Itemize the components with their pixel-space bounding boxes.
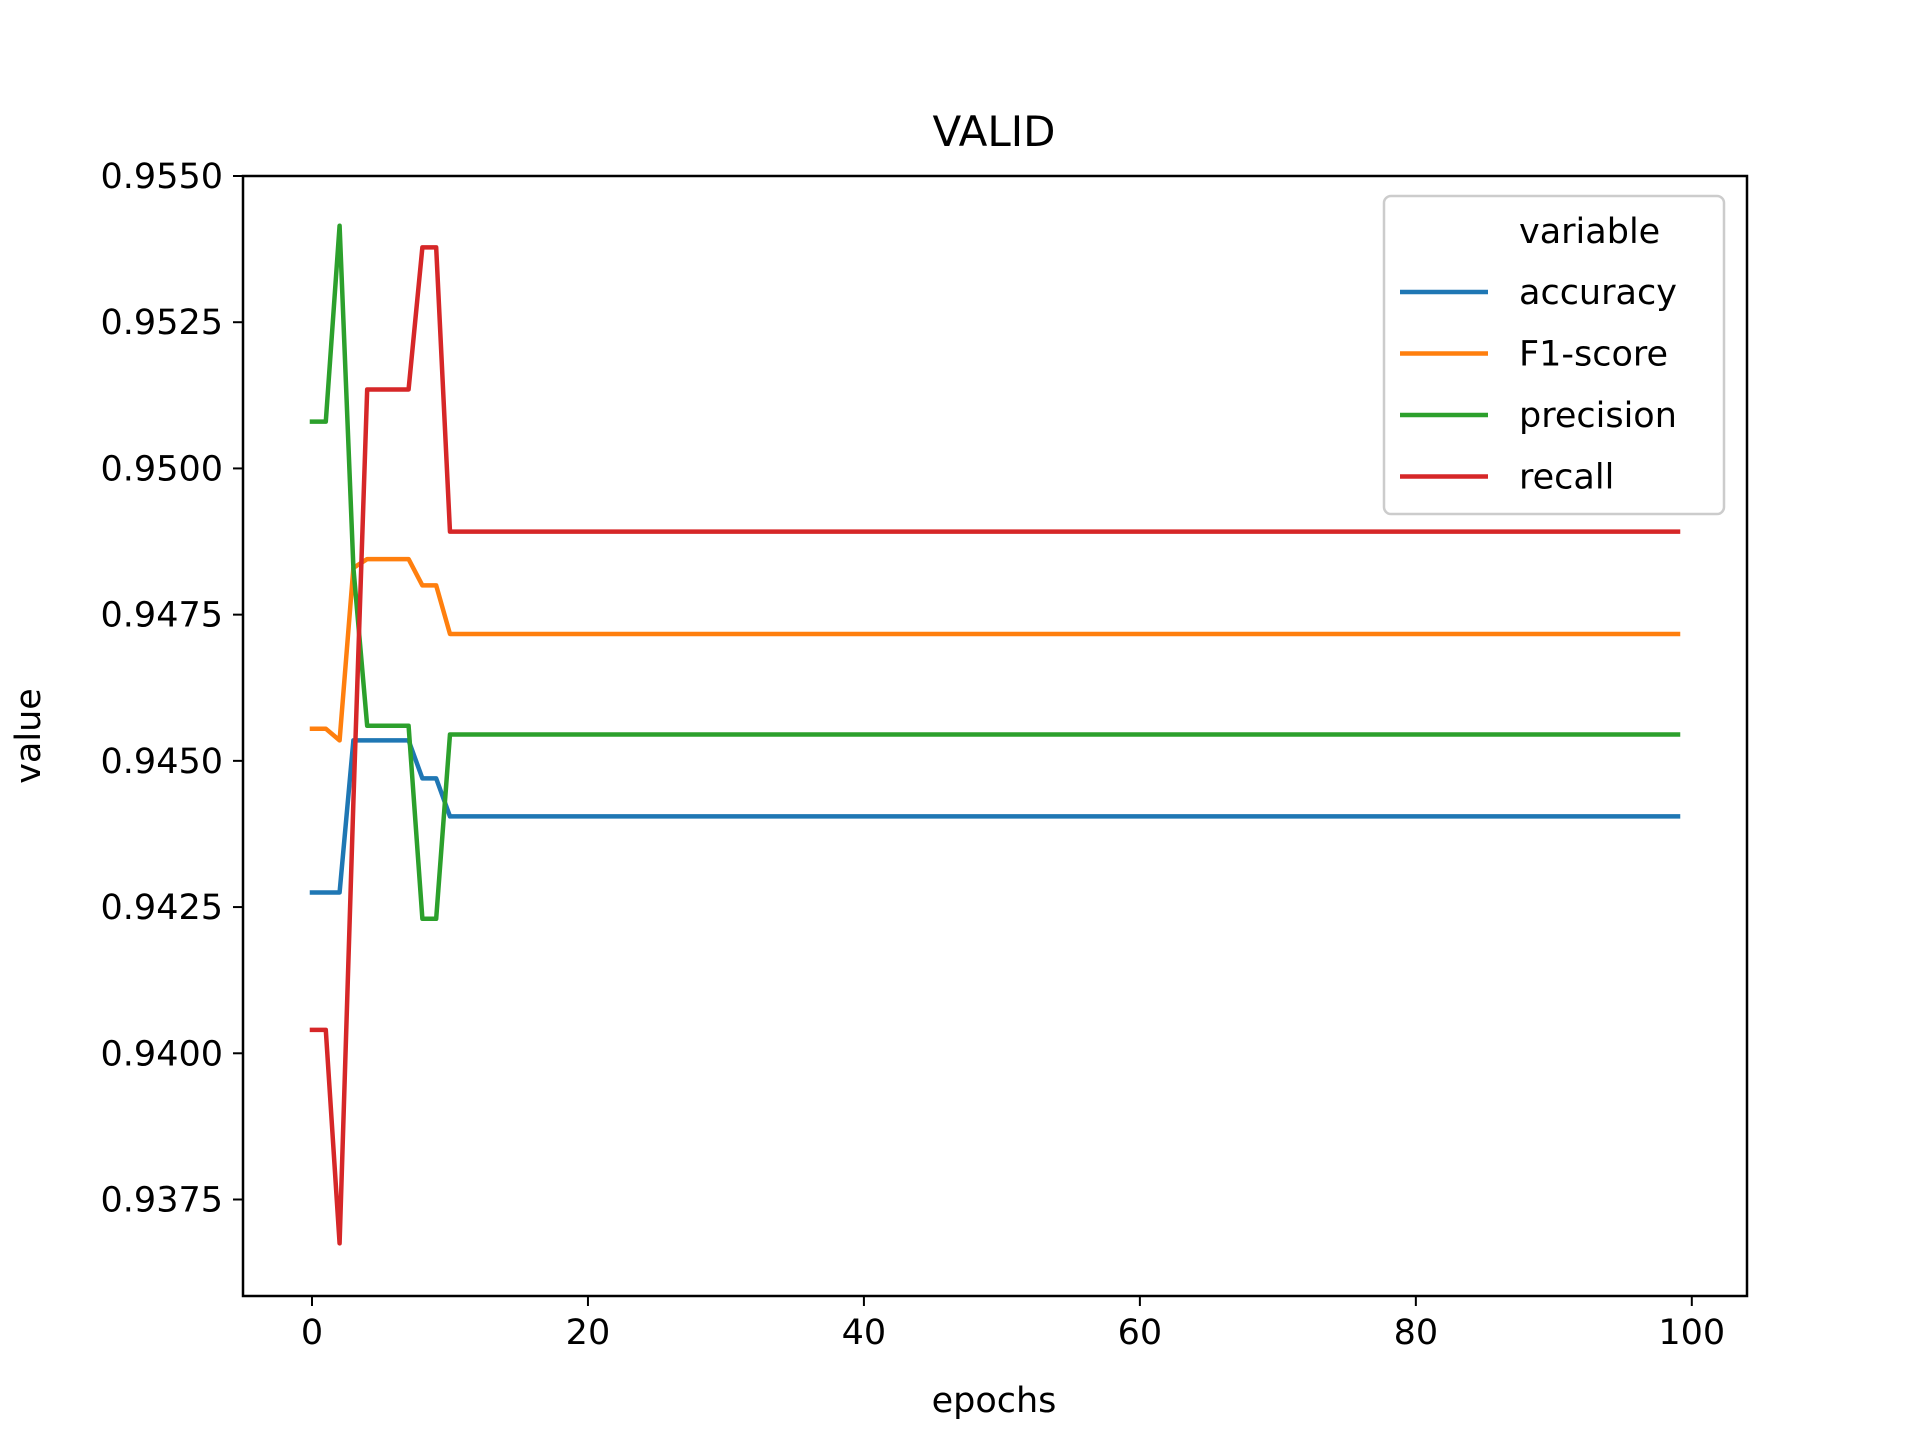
y-axis-label: value [9,688,49,784]
chart-title: VALID [933,107,1056,156]
x-tick-label: 80 [1394,1313,1439,1353]
x-axis: 0 20 40 60 80 100 [301,1296,1725,1353]
x-tick-label: 100 [1658,1313,1725,1353]
legend-frame [1382,194,1726,516]
legend-label-recall: recall [1519,458,1614,498]
y-tick-label: 0.9375 [101,1180,223,1220]
y-tick-label: 0.9500 [101,449,223,489]
legend-title: variable [1519,212,1660,252]
y-axis: 0.9375 0.9400 0.9425 0.9450 0.9475 0.9500 0.95… [101,157,243,1220]
y-tick-label: 0.9525 [101,303,223,343]
plot-lines [309,223,1681,1246]
x-tick-label: 60 [1118,1313,1163,1353]
series-line-precision [309,223,1681,922]
legend-label-f1-score: F1-score [1519,335,1668,375]
series-line-recall [309,245,1681,1246]
x-axis-label: epochs [932,1381,1057,1421]
y-tick-label: 0.9550 [101,157,223,197]
legend-entries: accuracy F1-score precision recall [1400,273,1677,498]
y-tick-label: 0.9425 [101,888,223,928]
x-tick-label: 20 [566,1313,611,1353]
y-tick-label: 0.9450 [101,742,223,782]
series-line-accuracy [309,738,1681,895]
legend: variable accuracy F1-score precision recall [1382,194,1726,516]
legend-label-accuracy: accuracy [1519,273,1677,313]
y-tick-label: 0.9400 [101,1034,223,1074]
legend-label-precision: precision [1519,396,1677,436]
plot-frame [241,174,1749,1298]
x-tick-label: 0 [301,1313,323,1353]
x-tick-label: 40 [842,1313,887,1353]
series-line-f1-score [309,556,1681,743]
y-tick-label: 0.9475 [101,596,223,636]
